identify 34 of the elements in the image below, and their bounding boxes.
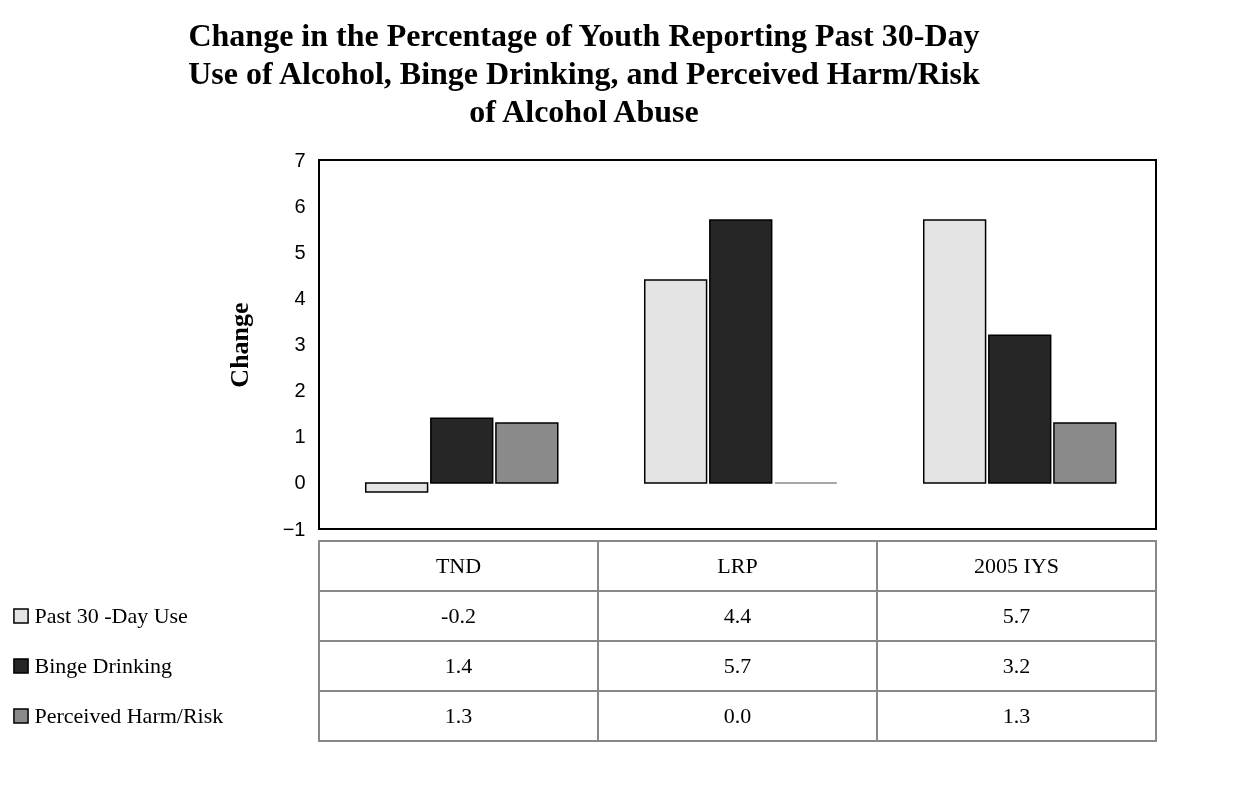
data-label: -0.2 bbox=[441, 603, 476, 628]
y-tick-label: 4 bbox=[294, 286, 306, 309]
bar bbox=[643, 279, 708, 484]
data-label: 5.7 bbox=[723, 653, 752, 678]
bar bbox=[922, 219, 987, 484]
y-axis-title: Change bbox=[224, 302, 254, 388]
y-tick-label: 7 bbox=[294, 148, 306, 171]
bar bbox=[364, 482, 429, 493]
y-tick-label: 0 bbox=[294, 471, 306, 494]
y-tick-label: 6 bbox=[294, 194, 306, 217]
chart-title: Change in the Percentage of Youth Reporting Past 30-Day Use of Alcohol, Binge Drinking, and Perceived Harm/Risk of Alcohol Abuse bbox=[188, 17, 980, 129]
data-label: 0.0 bbox=[723, 703, 752, 728]
bar bbox=[988, 334, 1052, 484]
legend-label: Binge Drinking bbox=[34, 653, 172, 678]
bar bbox=[1053, 422, 1117, 484]
y-tick-label: 2 bbox=[294, 379, 306, 402]
bar bbox=[495, 422, 559, 484]
legend-label: Perceived Harm/Risk bbox=[34, 703, 224, 728]
y-tick-label: 5 bbox=[294, 240, 306, 263]
x-tick-label: 2005 IYS bbox=[974, 553, 1059, 578]
data-label: 4.4 bbox=[723, 603, 752, 628]
data-label: 1.3 bbox=[444, 703, 473, 728]
x-tick-label: LRP bbox=[717, 553, 758, 578]
y-tick-label: 1 bbox=[294, 425, 306, 448]
data-label: 1.3 bbox=[1002, 703, 1031, 728]
y-tick-label: 3 bbox=[294, 333, 306, 355]
x-tick-label: TND bbox=[435, 553, 482, 578]
bar bbox=[430, 417, 494, 484]
y-tick-label: −1 bbox=[282, 517, 306, 540]
legend-label: Past 30 -Day Use bbox=[34, 603, 188, 628]
data-label: 1.4 bbox=[444, 653, 473, 678]
data-label: 5.7 bbox=[1002, 603, 1031, 628]
data-label: 3.2 bbox=[1002, 653, 1031, 678]
bar bbox=[709, 219, 773, 484]
